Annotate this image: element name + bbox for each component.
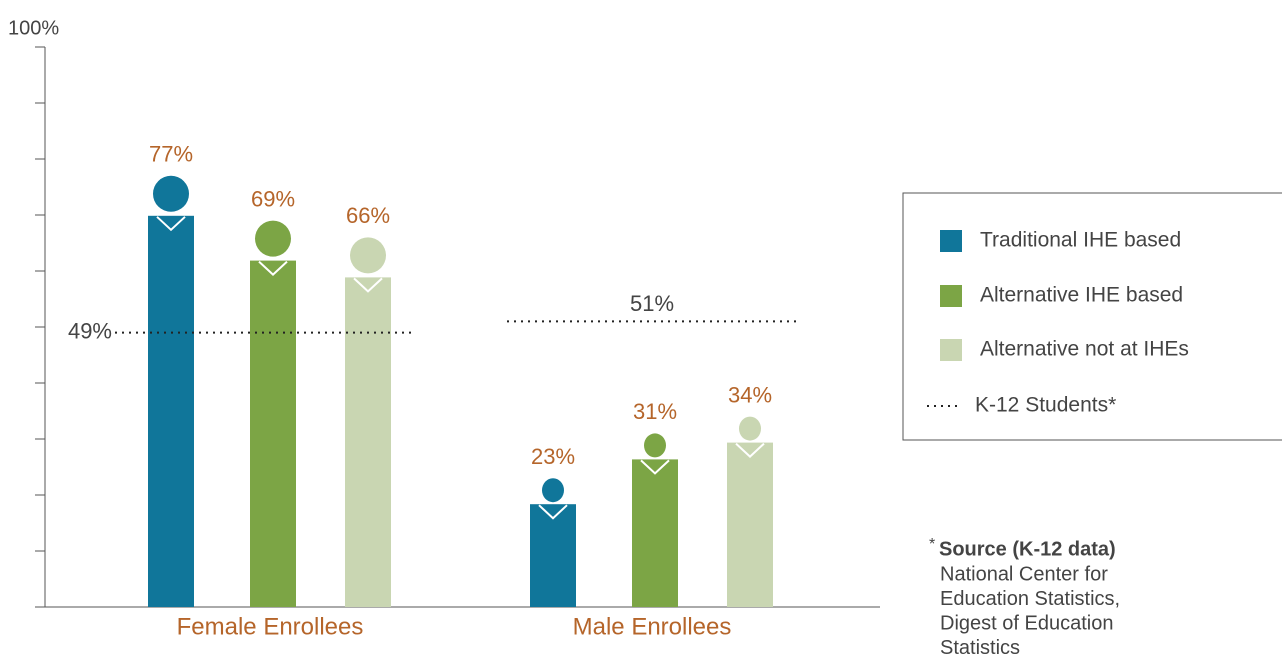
person-bar — [727, 416, 773, 607]
bar-head — [739, 416, 761, 441]
value-label: 23% — [531, 444, 575, 469]
legend-swatch — [940, 230, 962, 252]
bar-head — [542, 478, 564, 503]
bar-body — [727, 442, 773, 607]
bar-collar — [258, 260, 288, 276]
bar-head — [153, 175, 189, 212]
note-marker: * — [929, 536, 935, 553]
note-line: Digest of Education — [940, 612, 1113, 634]
note-heading: Source (K-12 data) — [939, 538, 1116, 560]
legend-label: Alternative IHE based — [980, 284, 1183, 307]
bar-head — [255, 220, 291, 257]
bar-head — [350, 237, 386, 274]
bar-body — [148, 215, 194, 608]
legend-swatch — [940, 285, 962, 307]
legend-label: Alternative not at IHEs — [980, 338, 1189, 361]
x-tick-label: Male Enrollees — [573, 613, 732, 640]
person-bar — [345, 237, 391, 607]
legend-label: Traditional IHE based — [980, 229, 1181, 252]
person-bar — [148, 175, 194, 608]
value-label: 77% — [149, 142, 193, 167]
note-line: Education Statistics, — [940, 588, 1120, 610]
person-bar — [632, 433, 678, 607]
bar-body — [530, 504, 576, 607]
legend-swatch — [940, 339, 962, 361]
bar-collar — [640, 459, 670, 475]
bar-head — [644, 433, 666, 458]
note-line: National Center for — [940, 563, 1108, 585]
note-line: Statistics — [940, 637, 1020, 657]
value-label: 31% — [633, 399, 677, 424]
reference-label: 51% — [630, 291, 674, 316]
value-label: 34% — [728, 382, 772, 407]
bar-collar — [353, 277, 383, 293]
bar-body — [250, 260, 296, 607]
reference-label: 49% — [68, 318, 112, 343]
value-label: 66% — [346, 203, 390, 228]
person-bar — [250, 220, 296, 607]
legend-label: K-12 Students* — [975, 394, 1116, 417]
x-tick-label: Female Enrollees — [177, 613, 364, 640]
bar-body — [345, 277, 391, 607]
person-bar — [530, 478, 576, 607]
bar-collar — [156, 216, 186, 232]
legend-box — [902, 192, 1282, 441]
value-label: 69% — [251, 186, 295, 211]
bar-body — [632, 459, 678, 607]
bar-collar — [538, 504, 568, 520]
bar-collar — [735, 442, 765, 458]
y-tick-label: 100% — [8, 17, 59, 39]
